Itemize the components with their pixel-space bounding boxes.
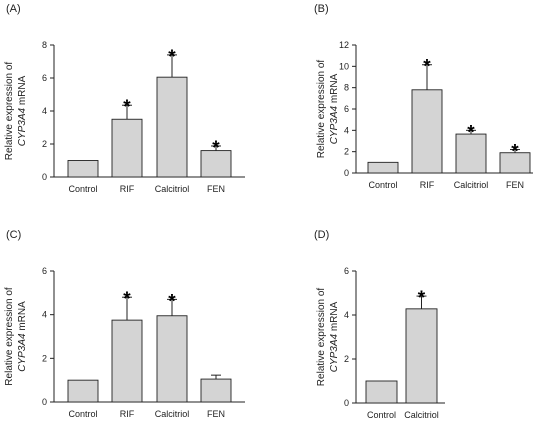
y-tick-label: 0	[344, 398, 349, 408]
y-axis-label-gene: CYP3A4	[329, 106, 340, 145]
x-tick-label: RIF	[120, 409, 135, 419]
y-tick-label: 4	[42, 310, 47, 320]
y-axis-label-line2: CYP3A4 mRNA	[17, 301, 28, 372]
x-tick-label: Control	[368, 180, 397, 190]
y-tick-label: 8	[42, 40, 47, 50]
bar-fen	[200, 150, 232, 178]
significance-star: *	[123, 97, 131, 118]
significance-star: *	[123, 289, 131, 310]
bar-calcitriol	[455, 133, 487, 174]
y-axis-label-suffix: mRNA	[329, 301, 340, 334]
panel-label: (B)	[314, 3, 329, 15]
y-axis-label-line1: Relative expression of	[316, 60, 327, 159]
y-axis-label-line2: CYP3A4 mRNA	[17, 75, 28, 146]
y-axis-label-suffix: mRNA	[17, 75, 28, 108]
y-axis-label-gene: CYP3A4	[17, 333, 28, 372]
x-tick-label: FEN	[207, 184, 225, 194]
y-tick-label: 4	[344, 310, 349, 320]
significance-star: *	[168, 47, 176, 68]
bar-rif	[111, 118, 143, 178]
significance-star: *	[212, 138, 220, 159]
bar-rif	[411, 89, 443, 174]
x-tick-label: FEN	[207, 409, 225, 419]
x-tick-label: Calcitriol	[454, 180, 489, 190]
x-tick-label: Calcitriol	[155, 409, 190, 419]
y-tick-label: 10	[339, 61, 349, 71]
bar-calcitriol	[405, 308, 438, 404]
bar-control	[365, 380, 398, 404]
chart-panel-c: (C) 0 2 4 6 Control * RIF * Calcitriol FEN Relative…	[4, 229, 245, 419]
y-tick-label: 2	[344, 354, 349, 364]
y-tick-label: 6	[42, 266, 47, 276]
y-tick-label: 12	[339, 40, 349, 50]
significance-star: *	[467, 122, 475, 143]
panel-label: (D)	[314, 229, 329, 241]
y-tick-label: 8	[344, 83, 349, 93]
x-tick-label: Control	[68, 184, 97, 194]
y-axis-label-gene: CYP3A4	[329, 334, 340, 373]
y-tick-label: 4	[42, 106, 47, 116]
x-tick-label: Control	[68, 409, 97, 419]
x-tick-label: RIF	[120, 184, 135, 194]
y-axis-label-line1: Relative expression of	[316, 288, 327, 387]
x-tick-label: Calcitriol	[404, 410, 439, 420]
significance-star: *	[418, 288, 426, 309]
y-axis-label-suffix: mRNA	[17, 301, 28, 334]
panel-label: (C)	[6, 229, 21, 241]
y-tick-label: 0	[42, 172, 47, 182]
y-axis-label-gene: CYP3A4	[17, 108, 28, 147]
chart-panel-a: (A) 0 2 4 6 8 Control * RIF * Calcitriol * FEN Relati…	[4, 3, 245, 194]
x-tick-label: RIF	[420, 180, 435, 190]
y-axis-label-line1: Relative expression of	[4, 62, 15, 161]
y-tick-label: 0	[344, 168, 349, 178]
bar-control	[367, 161, 399, 174]
significance-star: *	[168, 291, 176, 312]
y-tick-label: 2	[42, 353, 47, 363]
bar-calcitriol	[156, 76, 188, 178]
bar-control	[67, 379, 99, 403]
y-tick-label: 6	[344, 104, 349, 114]
y-tick-label: 2	[344, 147, 349, 157]
y-tick-label: 4	[344, 125, 349, 135]
bar-calcitriol	[156, 315, 188, 403]
y-axis-label-suffix: mRNA	[329, 73, 340, 106]
y-axis-label-line2: CYP3A4 mRNA	[329, 73, 340, 144]
chart-panel-d: (D) 0 2 4 6 Control * Calcitriol Relative expres…	[314, 229, 445, 420]
bar-fen	[200, 378, 232, 403]
y-tick-label: 6	[344, 266, 349, 276]
significance-star: *	[511, 142, 519, 163]
y-tick-label: 0	[42, 397, 47, 407]
x-tick-label: Calcitriol	[155, 184, 190, 194]
bar-control	[67, 160, 99, 178]
significance-star: *	[423, 57, 431, 78]
x-tick-label: FEN	[506, 180, 524, 190]
y-tick-label: 6	[42, 73, 47, 83]
y-axis-label-line1: Relative expression of	[4, 287, 15, 386]
y-axis-label-line2: CYP3A4 mRNA	[329, 301, 340, 372]
x-tick-label: Control	[367, 410, 396, 420]
chart-panel-b: (B) 0 2 4 6 8 10 12 Control * RIF * Calcitriol * FEN Re…	[314, 3, 533, 190]
panel-label: (A)	[6, 3, 21, 15]
bar-rif	[111, 319, 143, 403]
y-tick-label: 2	[42, 139, 47, 149]
